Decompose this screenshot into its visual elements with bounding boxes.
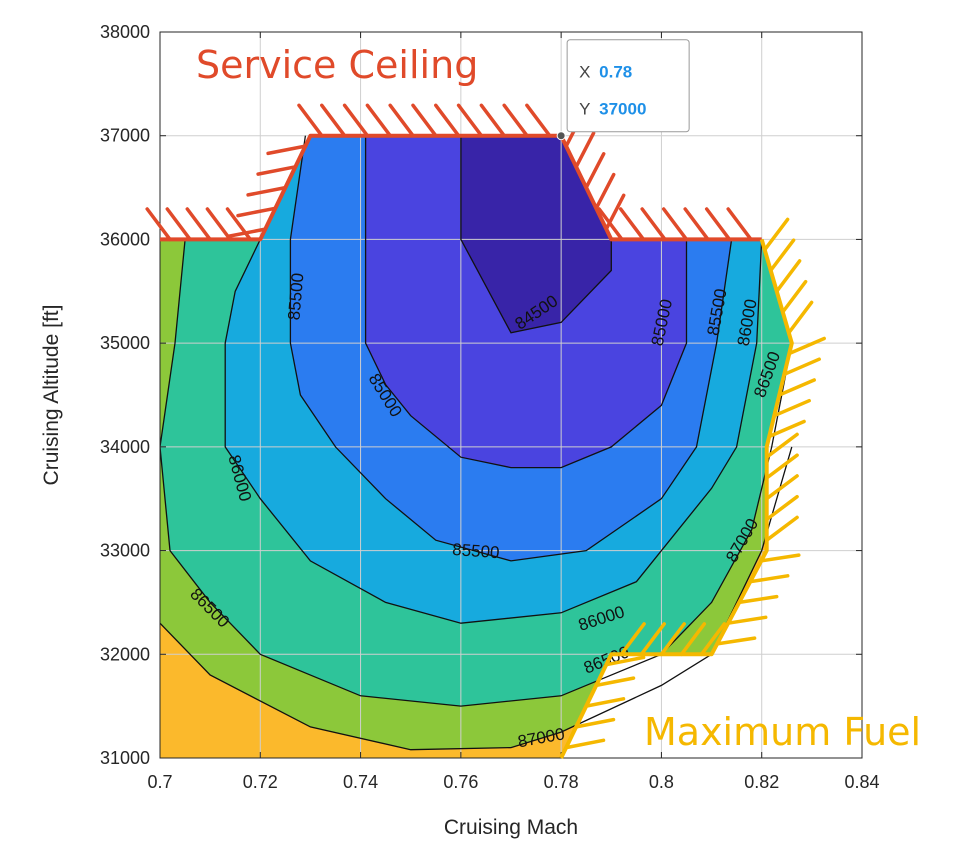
service-ceiling-constraint bbox=[145, 103, 762, 242]
x-axis-label: Cruising Mach bbox=[444, 816, 578, 839]
y-tick-label: 31000 bbox=[100, 748, 150, 768]
maximum-fuel-constraint bbox=[559, 217, 826, 759]
data-tip[interactable]: X 0.78 Y 37000 bbox=[556, 39, 690, 141]
fill-region bbox=[460, 135, 612, 333]
x-tick-label: 0.76 bbox=[443, 772, 478, 792]
y-tick-label: 38000 bbox=[100, 22, 150, 42]
data-tip-x-value: 0.78 bbox=[599, 63, 632, 82]
contour-line-85500 bbox=[289, 135, 733, 562]
x-tick-label: 0.72 bbox=[243, 772, 278, 792]
contour-line-86000 bbox=[224, 239, 763, 624]
x-tick-label: 0.78 bbox=[544, 772, 579, 792]
y-tick-label: 33000 bbox=[100, 541, 150, 561]
contour-line-87000 bbox=[160, 446, 793, 751]
data-tip-y-key: Y bbox=[579, 100, 590, 119]
y-tick-label: 36000 bbox=[100, 229, 150, 249]
plot-border bbox=[159, 31, 863, 759]
x-tick-label: 0.74 bbox=[343, 772, 378, 792]
x-tick-label: 0.7 bbox=[147, 772, 172, 792]
maximum-fuel-label: Maximum Fuel bbox=[644, 710, 921, 754]
contour-line-85000 bbox=[364, 135, 688, 469]
contour-line-86500 bbox=[160, 239, 793, 707]
y-tick-label: 34000 bbox=[100, 437, 150, 457]
data-tip-marker[interactable] bbox=[556, 131, 566, 141]
y-tick-label: 32000 bbox=[100, 644, 150, 664]
data-tip-y-value: 37000 bbox=[599, 100, 646, 119]
x-tick-label: 0.82 bbox=[744, 772, 779, 792]
contour-label: 85500 bbox=[452, 540, 500, 562]
y-tick-label: 35000 bbox=[100, 333, 150, 353]
data-tip-x-key: X bbox=[579, 63, 590, 82]
service-ceiling-label: Service Ceiling bbox=[196, 43, 478, 87]
contour-label: 85500 bbox=[284, 272, 307, 321]
y-tick-label: 37000 bbox=[100, 126, 150, 146]
y-axis-label: Cruising Altitude [ft] bbox=[40, 305, 63, 486]
x-tick-label: 0.84 bbox=[844, 772, 879, 792]
x-tick-label: 0.8 bbox=[649, 772, 674, 792]
